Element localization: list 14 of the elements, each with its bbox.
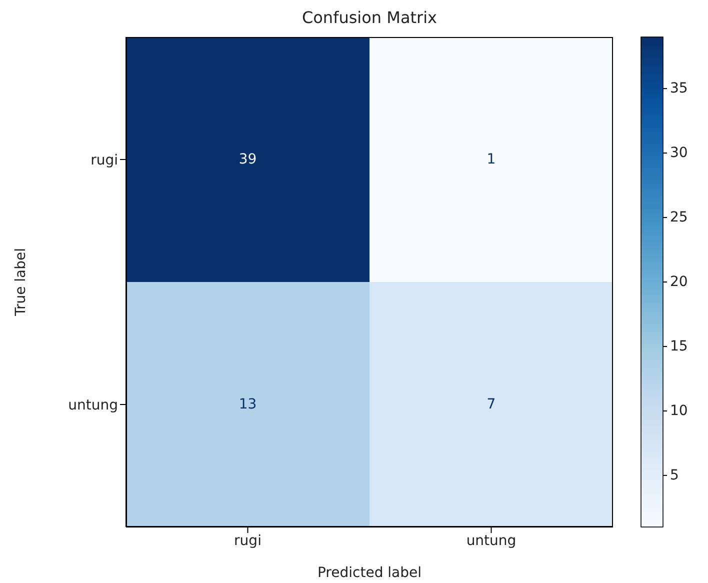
chart-title: Confusion Matrix <box>300 8 438 27</box>
data-label: 1 <box>486 152 496 168</box>
data-label: 7 <box>486 396 496 412</box>
color-bar-label: 15 <box>670 338 688 354</box>
color-bar-label: 25 <box>670 210 688 226</box>
color-bar-label: 30 <box>670 145 688 162</box>
color-bar-label: 5 <box>670 467 679 484</box>
color-bar-label: 20 <box>670 274 688 290</box>
data-label: 39 <box>238 152 257 168</box>
y-axis-title: True label <box>12 248 29 318</box>
color-bar-label: 35 <box>670 80 688 97</box>
color-bar-label: 10 <box>670 402 688 419</box>
data-label: 13 <box>238 396 257 412</box>
x-axis-title: Predicted label <box>317 565 422 581</box>
